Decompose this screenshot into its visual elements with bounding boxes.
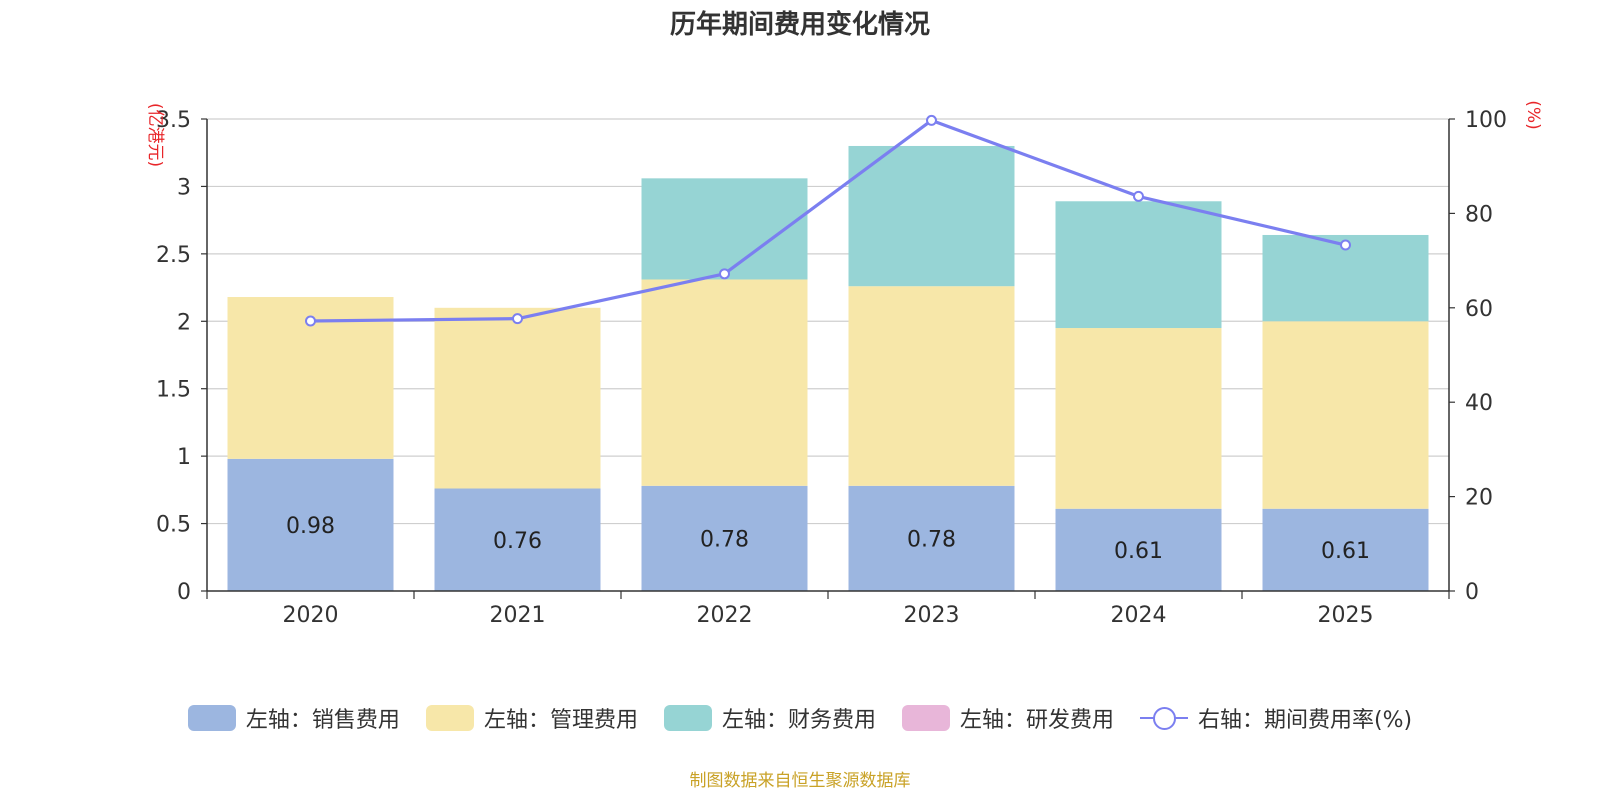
bar-data-label: 0.78 [907,527,956,552]
expense-rate-point [719,268,730,280]
bar-segment [1262,508,1429,591]
right-axis-tick-label: 40 [1465,391,1493,416]
bar-segment [848,286,1015,486]
legend-label-admin: 左轴：管理费用 [483,708,638,733]
x-axis-tick-label: 2021 [490,603,546,628]
x-axis-tick-label: 2024 [1111,603,1167,628]
right-axis-tick-label: 60 [1465,297,1493,322]
x-axis-tick-label: 2020 [283,603,339,628]
source-note: 制图数据来自恒生聚源数据库 [689,771,911,791]
legend-item-rnd[interactable]: 左轴：研发费用 [901,702,1114,734]
expense-rate-point [305,315,316,327]
bar-data-label: 0.76 [493,529,542,554]
bar-segment [1055,201,1222,329]
legend-swatch-finance [663,705,712,731]
expense-rate-point [1133,190,1144,202]
bar-segment [1262,321,1429,509]
legend-label-sales: 左轴：销售费用 [245,708,400,733]
left-axis-tick-label: 1.5 [156,378,191,403]
right-axis-label: (%) [1523,100,1543,129]
left-axis-tick-label: 0.5 [156,513,191,538]
right-axis-tick-label: 100 [1465,108,1507,133]
legend-item-admin[interactable]: 左轴：管理费用 [425,702,638,734]
expense-rate-point [1340,239,1351,251]
right-axis-tick-label: 20 [1465,486,1493,511]
bar-segment [848,145,1015,287]
legend-label-rnd: 左轴：研发费用 [959,708,1114,733]
left-axis-tick-label: 0 [177,580,191,605]
legend-swatch-expense-rate [1139,705,1188,731]
legend-item-sales[interactable]: 左轴：销售费用 [187,702,400,734]
expense-rate-point [926,114,937,126]
left-axis-tick-label: 3.5 [156,108,191,133]
expense-rate-point [512,313,523,325]
left-axis-tick-label: 2 [177,310,191,335]
bar-segment [227,458,394,591]
legend-swatch-admin [425,705,474,731]
x-axis-tick-label: 2022 [697,603,753,628]
bar-segment [434,307,601,489]
bar-segment [641,279,808,486]
expense-rate-line [310,118,1346,323]
bar-data-label: 0.61 [1114,539,1163,564]
bar-segment [641,485,808,591]
left-axis-tick-label: 1 [177,445,191,470]
bar-segment [641,178,808,280]
bar-data-label: 0.78 [700,527,749,552]
right-axis-tick-label: 80 [1465,202,1493,227]
left-axis-label: (亿港元) [145,103,165,167]
legend-item-expense-rate[interactable]: 右轴：期间费用率(%) [1139,702,1413,734]
bar-segment [1055,328,1222,509]
bar-data-label: 0.61 [1321,539,1370,564]
legend-item-finance[interactable]: 左轴：财务费用 [663,702,876,734]
chart-title: 历年期间费用变化情况 [669,10,930,40]
left-axis-tick-label: 3 [177,175,191,200]
x-axis-tick-label: 2023 [904,603,960,628]
legend-label-finance: 左轴：财务费用 [721,708,876,733]
legend-label-expense-rate: 右轴：期间费用率(%) [1197,708,1413,733]
bar-segment [434,488,601,591]
chart-legend: 左轴：销售费用 左轴：管理费用 左轴：财务费用 左轴：研发费用 右轴：期间费用率… [0,702,1600,734]
bar-data-label: 0.98 [286,514,335,539]
x-axis-tick-label: 2025 [1318,603,1374,628]
bar-segment [1055,508,1222,591]
legend-swatch-rnd [901,705,950,731]
left-axis-tick-label: 2.5 [156,243,191,268]
right-axis-tick-label: 0 [1465,580,1479,605]
bar-segment [848,485,1015,591]
legend-swatch-sales [187,705,236,731]
